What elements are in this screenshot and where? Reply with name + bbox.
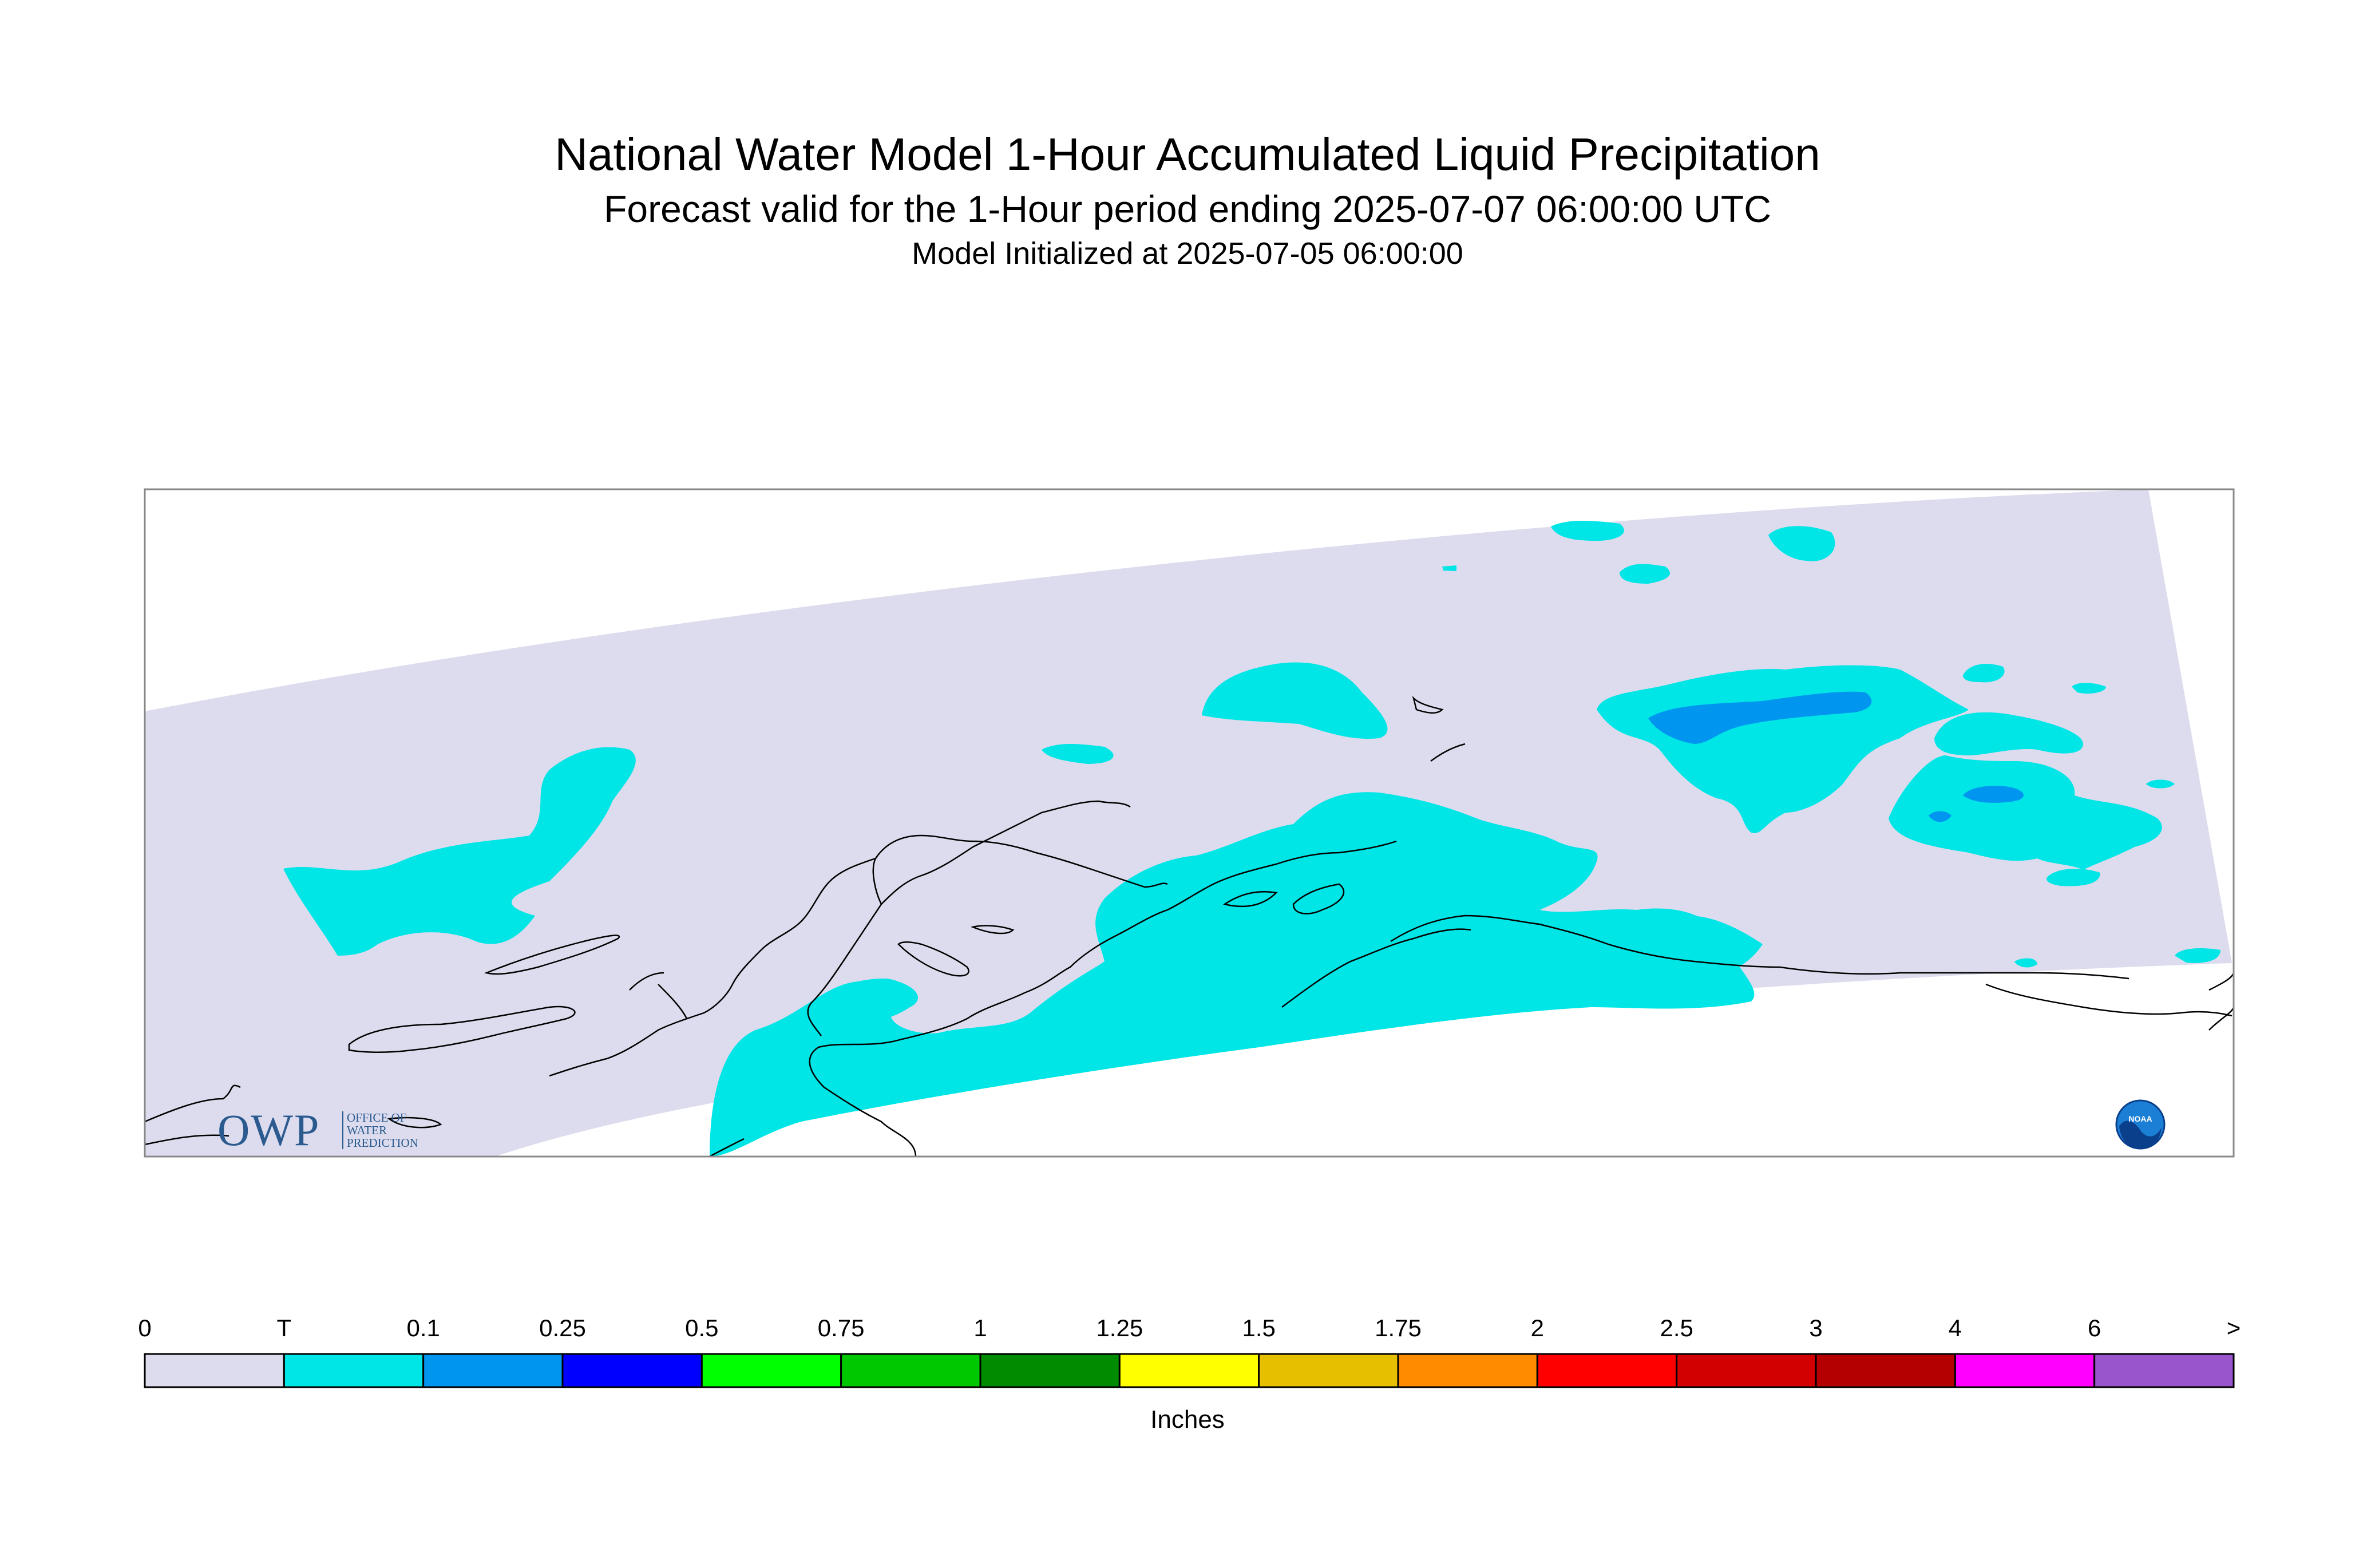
precip-trace-areas <box>283 521 2220 1157</box>
legend-units-label: Inches <box>1150 1405 1225 1434</box>
owp-logo-subtext: OFFICE OF WATER PREDICTION <box>342 1111 418 1149</box>
colorbar-swatch <box>1676 1353 1817 1388</box>
legend-tick-label: 0.75 <box>817 1314 865 1341</box>
model-init-line: Model Initialized at 2025-07-05 06:00:00 <box>912 236 1463 271</box>
colorbar-swatch <box>1258 1353 1399 1388</box>
legend-tick-label: > <box>2226 1314 2241 1341</box>
legend-tick-label: 6 <box>2087 1314 2101 1341</box>
colorbar-swatch <box>840 1353 981 1388</box>
legend-tick-label: 3 <box>1809 1314 1823 1341</box>
owp-logo-text: OWP <box>217 1105 320 1155</box>
precip-tenth-inch-areas <box>1648 691 2024 822</box>
colorbar-swatch <box>1397 1353 1538 1388</box>
legend-tick-label: 2.5 <box>1660 1314 1693 1341</box>
legend-tick-label: 4 <box>1948 1314 1962 1341</box>
colorbar-swatch <box>2093 1353 2235 1388</box>
legend-tick-label: 1.25 <box>1096 1314 1143 1341</box>
legend-tick-label: 0.1 <box>406 1314 440 1341</box>
legend-tick-label: 0.5 <box>685 1314 719 1341</box>
colorbar-swatch <box>561 1353 703 1388</box>
legend-tick-label: 1.75 <box>1375 1314 1422 1341</box>
colorbar-swatch <box>1815 1353 1956 1388</box>
svg-text:NOAA: NOAA <box>2128 1114 2152 1123</box>
legend-tick-label: 1 <box>973 1314 987 1341</box>
colorbar-swatch <box>700 1353 842 1388</box>
legend-tick-label: 1.5 <box>1242 1314 1276 1341</box>
forecast-valid-subtitle: Forecast valid for the 1-Hour period end… <box>604 188 1771 230</box>
colorbar-swatch <box>283 1353 425 1388</box>
legend-tick-label: T <box>276 1314 292 1341</box>
colorbar-swatch <box>1536 1353 1678 1388</box>
colorbar-swatch <box>422 1353 564 1388</box>
legend-tick-label: 0.25 <box>539 1314 586 1341</box>
legend-tick-label: 0 <box>138 1314 152 1341</box>
colorbar <box>144 1353 2235 1388</box>
colorbar-swatch <box>144 1353 285 1388</box>
map-frame <box>144 488 2235 1158</box>
noaa-logo: NOAA <box>2115 1099 2166 1150</box>
map-title: National Water Model 1-Hour Accumulated … <box>555 129 1820 180</box>
colorbar-swatch <box>1954 1353 2096 1388</box>
legend-tick-label: 2 <box>1530 1314 1545 1341</box>
colorbar-swatch <box>1118 1353 1260 1388</box>
coastlines <box>145 695 2234 1157</box>
colorbar-swatch <box>979 1353 1121 1388</box>
